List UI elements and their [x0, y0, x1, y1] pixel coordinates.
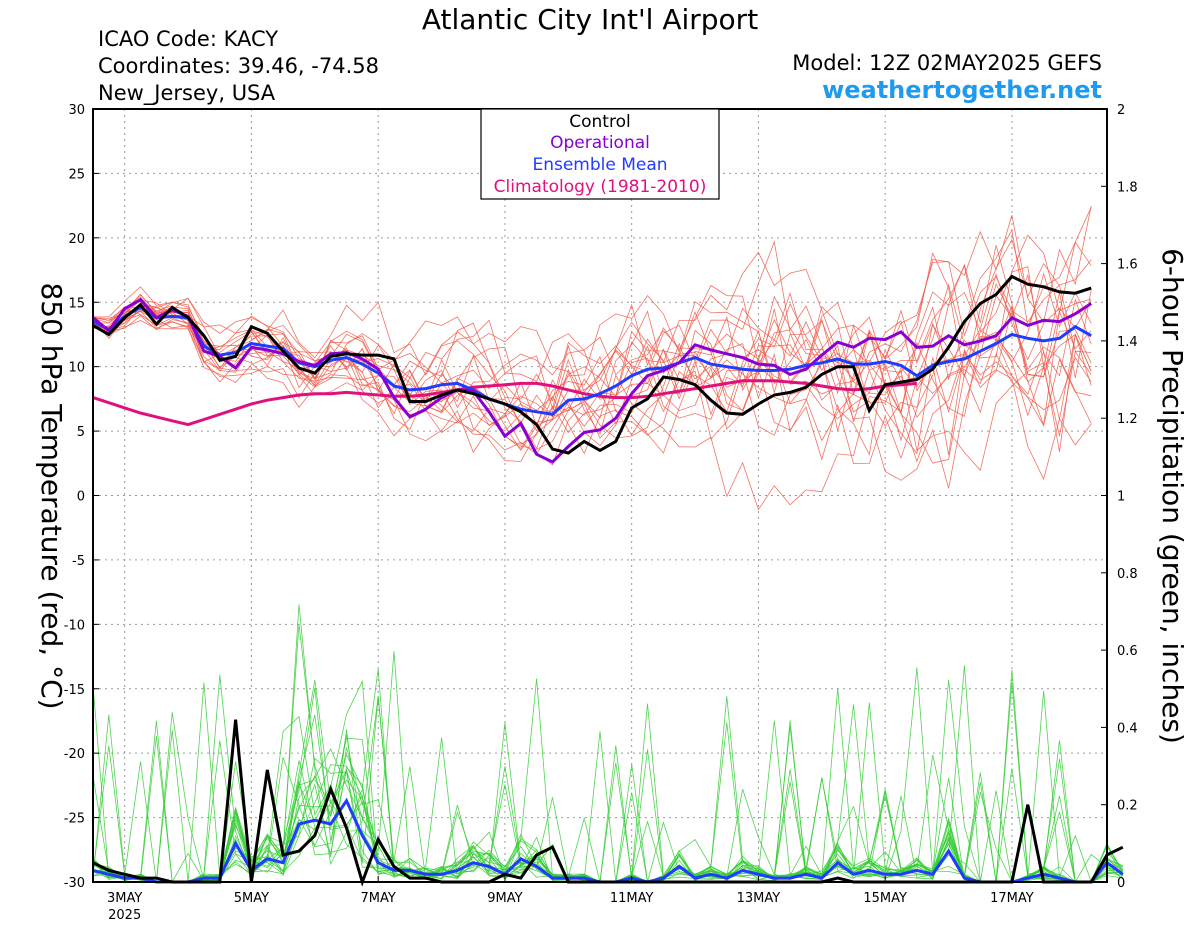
temp-member-line [92, 286, 1092, 450]
left-tick-label: -25 [64, 812, 85, 827]
x-tick-label: 15MAY [863, 891, 907, 906]
climatology-line [92, 379, 918, 427]
legend-box [480, 108, 720, 200]
legend-climatology: Climatology (1981-2010) [494, 177, 707, 197]
location: New_Jersey, USA [98, 81, 276, 105]
right-tick-label: 1.6 [1117, 258, 1138, 273]
left-tick-label: -20 [64, 747, 85, 762]
plot-frame [92, 108, 1108, 883]
left-tick-label: 15 [68, 296, 85, 311]
temp-member-line [92, 207, 1092, 411]
temp-operational-line [92, 297, 1093, 464]
temp-member-line [92, 307, 1092, 472]
x-tick-label: 17MAY [990, 891, 1034, 906]
left-tick-label: 10 [68, 361, 85, 376]
x-tick-label: 3MAY [107, 891, 142, 906]
right-tick-label: 2 [1117, 103, 1125, 118]
temp-member-line [92, 283, 1092, 449]
temp-member-line [92, 234, 1092, 465]
grid-lines [93, 109, 1107, 882]
left-tick-label: -30 [64, 876, 85, 891]
temp-member-line [92, 238, 1092, 456]
temp-ensemble-members [92, 205, 1092, 511]
legend-control: Control [569, 112, 630, 132]
right-axis-ticks: 2 1.8 1.6 1.4 1.2 1 0.8 0.6 0.4 0.2 0 [1101, 103, 1138, 891]
x-tick-label: 5MAY [234, 891, 269, 906]
left-tick-label: 20 [68, 232, 85, 247]
x-tick-label: 13MAY [737, 891, 781, 906]
x-tick-label: 9MAY [487, 891, 522, 906]
temp-member-line [92, 264, 1092, 409]
temp-control-line [92, 274, 1092, 455]
chart-title: Atlantic City Int'l Airport [421, 3, 759, 36]
legend-operational: Operational [550, 133, 650, 153]
x-axis-ticks: 3MAY 2025 5MAY 7MAY 9MAY 11MAY 13MAY 15MAY 17MAY [107, 876, 1034, 923]
x-tick-label: 11MAY [610, 891, 654, 906]
right-tick-label: 0 [1117, 876, 1125, 891]
site-link[interactable]: weathertogether.net [822, 76, 1102, 104]
right-tick-label: 0.2 [1117, 799, 1138, 814]
left-tick-label: 0 [77, 490, 85, 505]
left-tick-label: -5 [72, 554, 85, 569]
temp-member-line [92, 273, 1092, 455]
left-tick-label: 5 [77, 425, 85, 440]
temp-mean-line [92, 305, 1092, 416]
right-tick-label: 0.4 [1117, 721, 1138, 736]
right-tick-label: 1.8 [1117, 180, 1138, 195]
left-axis-ticks: 30 25 20 15 10 5 0 -5 -10 -15 -20 -25 -30 [64, 103, 99, 891]
temp-member-line [92, 297, 1092, 464]
left-tick-label: -15 [64, 683, 85, 698]
temp-member-line [92, 272, 1092, 452]
right-tick-label: 1.2 [1117, 412, 1138, 427]
temp-member-line [92, 273, 1092, 489]
precip-member-line [92, 731, 1124, 883]
model-run: Model: 12Z 02MAY2025 GEFS [792, 51, 1102, 75]
temp-member-line [92, 291, 1092, 511]
right-tick-label: 1.4 [1117, 335, 1138, 350]
temp-member-line [92, 293, 1092, 463]
right-tick-label: 0.6 [1117, 644, 1138, 659]
right-tick-label: 1 [1117, 490, 1125, 505]
legend-ensemble-mean: Ensemble Mean [532, 155, 667, 175]
legend: Control Operational Ensemble Mean Climat… [480, 108, 720, 200]
right-tick-label: 0.8 [1117, 567, 1138, 582]
left-tick-label: -10 [64, 618, 85, 633]
x-tick-year: 2025 [108, 908, 141, 923]
left-tick-label: 30 [68, 103, 85, 118]
icao-code: ICAO Code: KACY [98, 27, 279, 51]
left-tick-label: 25 [68, 167, 85, 182]
coordinates: Coordinates: 39.46, -74.58 [98, 54, 379, 78]
right-axis-title: 6-hour Precipitation (green, inches) [1156, 248, 1189, 744]
left-axis-title: 850 hPa Temperature (red, °C) [35, 282, 68, 709]
x-tick-label: 7MAY [361, 891, 396, 906]
main-series [92, 274, 1124, 887]
